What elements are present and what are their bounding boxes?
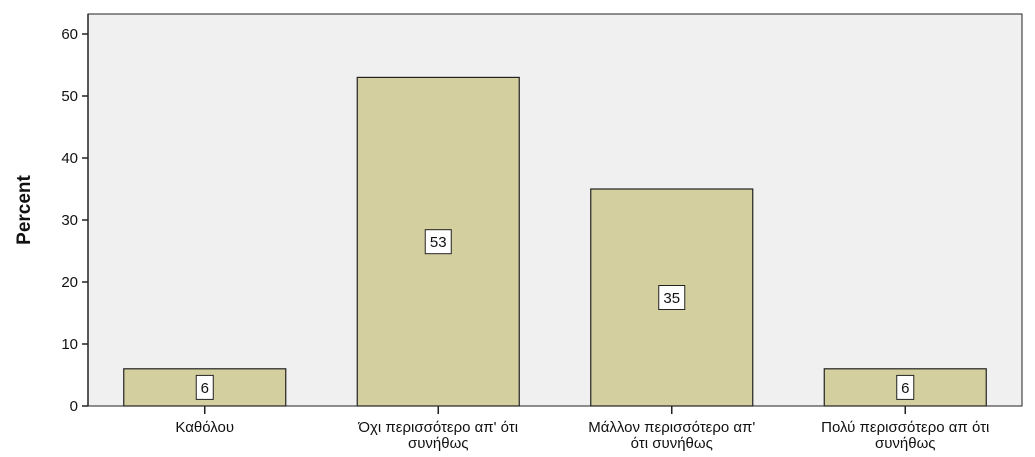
x-tick-label-line: ότι συνήθως [631, 435, 713, 452]
y-tick-label: 50 [61, 88, 78, 105]
data-label: 53 [430, 234, 447, 251]
y-tick-label: 60 [61, 26, 78, 43]
y-tick-label: 10 [61, 336, 78, 353]
y-axis-title: Percent [14, 174, 35, 244]
y-tick-label: 30 [61, 212, 78, 229]
x-tick-label: Μάλλον περισσότερο απ' ότι συνήθως [588, 419, 755, 452]
x-tick-label: Όχι περισσότερο απ' ότι συνήθως [357, 419, 518, 452]
axes-group: 0 10 20 30 40 50 60 Καθόλου Όχι περισσότερο απ' … [61, 14, 989, 452]
x-tick-label: Πολύ περισσότερο απ ότι συνήθως [821, 419, 989, 452]
y-tick-label: 0 [70, 398, 78, 415]
data-label-box [658, 285, 686, 310]
x-tick-label-line: συνήθως [408, 435, 469, 452]
y-tick-label: 20 [61, 274, 78, 291]
data-label: 6 [201, 380, 209, 397]
x-tick-label-line: Πολύ περισσότερο απ ότι [821, 419, 989, 436]
data-label-box [896, 374, 915, 400]
x-tick-label-line: συνήθως [875, 435, 936, 452]
x-tick-label-line: Όχι περισσότερο απ' ότι [357, 419, 518, 436]
data-label: 35 [663, 290, 680, 307]
x-tick-label: Καθόλου [175, 419, 234, 436]
bars-group: 6 53 35 6 [123, 76, 987, 407]
data-label: 6 [901, 380, 909, 397]
plot-area [87, 13, 1023, 407]
data-label-box [195, 374, 214, 400]
x-tick-label-line: Μάλλον περισσότερο απ' [588, 419, 755, 436]
x-tick-label-line: Καθόλου [175, 419, 234, 436]
data-label-box [424, 229, 452, 255]
y-tick-label: 40 [61, 150, 78, 167]
